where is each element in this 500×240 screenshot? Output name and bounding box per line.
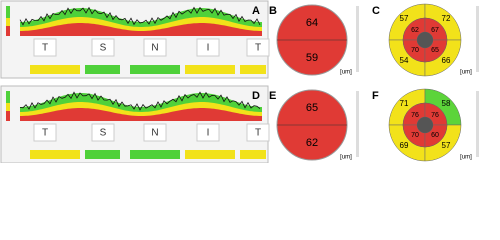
outer-value: 57	[442, 141, 451, 150]
scale-strip	[6, 111, 10, 121]
sector-label: T	[255, 43, 261, 54]
scale-strip	[356, 6, 359, 72]
outer-value: 71	[400, 99, 409, 108]
label-box	[246, 123, 270, 142]
unit: [um]	[460, 70, 472, 76]
status-bar	[240, 65, 266, 74]
inner-value: 67	[431, 27, 439, 34]
center	[417, 117, 433, 133]
label-box	[33, 123, 57, 142]
status-bar	[30, 65, 80, 74]
inferior-value: 62	[306, 137, 318, 149]
panel-letter: B	[269, 5, 277, 17]
inner-value: 65	[431, 47, 439, 54]
status-bar	[30, 150, 80, 159]
unit: [um]	[460, 155, 472, 161]
sector-label: T	[255, 128, 261, 139]
inner-value: 76	[431, 112, 439, 119]
scale-strip	[6, 26, 10, 36]
panel-letter: A	[252, 5, 260, 17]
sector-label: I	[207, 43, 210, 54]
scale-strip	[6, 6, 10, 18]
label-box	[143, 123, 167, 142]
thickness-line	[19, 6, 261, 26]
status-bar	[85, 150, 120, 159]
outer-value: 54	[400, 56, 409, 65]
low-band	[20, 108, 262, 121]
status-bar	[130, 65, 180, 74]
center	[417, 32, 433, 48]
status-bar	[185, 65, 235, 74]
scale-strip	[476, 6, 479, 72]
outer-value: 72	[442, 14, 451, 23]
inner-value: 70	[411, 47, 419, 54]
inner-value: 70	[411, 132, 419, 139]
superior-value: 65	[306, 102, 318, 114]
inner-value: 60	[431, 132, 439, 139]
sector-label: T	[42, 128, 48, 139]
low-band	[20, 23, 262, 36]
scale-strip	[476, 91, 479, 157]
label-box	[91, 123, 115, 142]
status-bar	[85, 65, 120, 74]
sector-label: S	[100, 43, 107, 54]
outer-value: 69	[400, 141, 409, 150]
outer-value: 57	[400, 14, 409, 23]
scale-strip	[6, 103, 10, 111]
sector-label: N	[151, 43, 158, 54]
panel-letter: F	[372, 90, 379, 102]
panel-letter: E	[269, 90, 276, 102]
panel-letter: D	[252, 90, 260, 102]
outer-value: 58	[442, 99, 451, 108]
scale-strip	[6, 18, 10, 26]
panel-letter: C	[372, 5, 380, 17]
label-box	[143, 38, 167, 57]
label-box	[91, 38, 115, 57]
label-box	[196, 38, 220, 57]
unit: [um]	[340, 70, 352, 76]
sector-label: I	[207, 128, 210, 139]
status-bar	[130, 150, 180, 159]
superior-value: 64	[306, 17, 318, 29]
inferior-value: 59	[306, 52, 318, 64]
sector-label: T	[42, 43, 48, 54]
status-bar	[240, 150, 266, 159]
status-bar	[185, 150, 235, 159]
sector-label: S	[100, 128, 107, 139]
label-box	[196, 123, 220, 142]
inner-value: 62	[411, 27, 419, 34]
label-box	[246, 38, 270, 57]
scale-strip	[356, 91, 359, 157]
thickness-line	[19, 91, 261, 111]
label-box	[33, 38, 57, 57]
unit: [um]	[340, 155, 352, 161]
inner-value: 76	[411, 112, 419, 119]
scale-strip	[6, 91, 10, 103]
outer-value: 66	[442, 56, 451, 65]
sector-label: N	[151, 128, 158, 139]
